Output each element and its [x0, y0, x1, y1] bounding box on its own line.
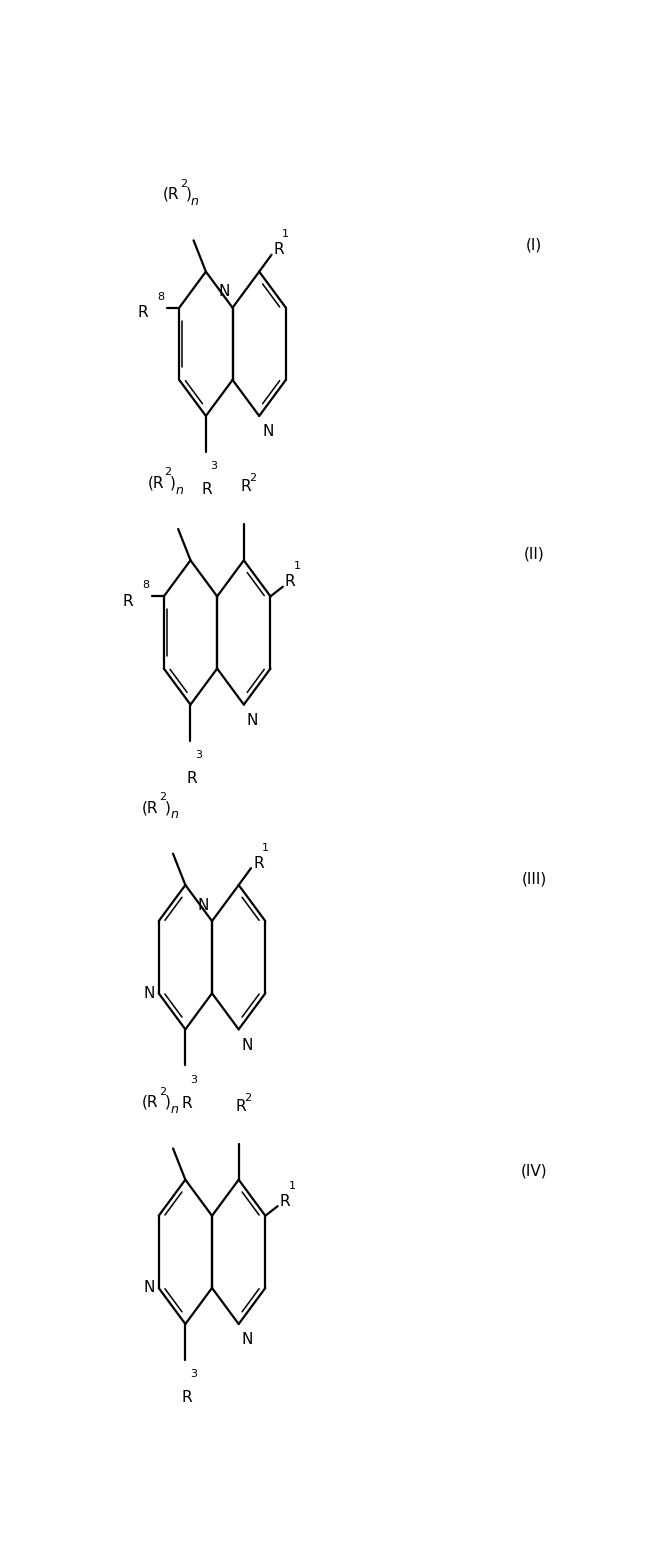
Text: n: n — [175, 484, 183, 497]
Text: N: N — [247, 712, 258, 728]
Text: (I): (I) — [526, 237, 542, 253]
Text: ): ) — [165, 800, 171, 815]
Text: (IV): (IV) — [521, 1164, 547, 1179]
Text: N: N — [242, 1037, 253, 1053]
Text: 3: 3 — [190, 1370, 197, 1379]
Text: 8: 8 — [157, 292, 164, 301]
Text: R: R — [280, 1193, 291, 1209]
Text: N: N — [197, 898, 209, 912]
Text: N: N — [242, 1332, 253, 1348]
Text: R: R — [253, 856, 263, 872]
Text: (II): (II) — [524, 547, 545, 562]
Text: ): ) — [185, 187, 191, 201]
Text: ): ) — [165, 1095, 171, 1111]
Text: (R: (R — [142, 1095, 159, 1111]
Text: (III): (III) — [522, 872, 547, 887]
Text: 2: 2 — [250, 473, 257, 483]
Text: ): ) — [170, 475, 176, 490]
Text: n: n — [171, 1103, 178, 1115]
Text: R: R — [181, 1390, 192, 1406]
Text: 1: 1 — [293, 561, 301, 572]
Text: R: R — [187, 770, 197, 786]
Text: R: R — [122, 594, 133, 609]
Text: 2: 2 — [159, 1087, 166, 1097]
Text: 8: 8 — [142, 581, 149, 590]
Text: (R: (R — [148, 475, 164, 490]
Text: 1: 1 — [282, 230, 289, 239]
Text: R: R — [202, 483, 213, 497]
Text: 2: 2 — [164, 467, 171, 478]
Text: 2: 2 — [159, 792, 166, 801]
Text: 2: 2 — [179, 178, 187, 189]
Text: n: n — [191, 195, 199, 208]
Text: n: n — [171, 808, 178, 822]
Text: 2: 2 — [244, 1093, 252, 1103]
Text: R: R — [236, 1098, 246, 1114]
Text: N: N — [262, 425, 273, 439]
Text: 3: 3 — [190, 1075, 197, 1084]
Text: 1: 1 — [289, 1181, 295, 1190]
Text: N: N — [143, 986, 155, 1001]
Text: R: R — [273, 242, 284, 258]
Text: N: N — [143, 1281, 155, 1295]
Text: N: N — [218, 284, 230, 300]
Text: (R: (R — [163, 187, 179, 201]
Text: 3: 3 — [211, 461, 218, 472]
Text: (R: (R — [142, 800, 159, 815]
Text: R: R — [181, 1095, 192, 1111]
Text: R: R — [241, 480, 252, 494]
Text: R: R — [138, 305, 148, 320]
Text: 1: 1 — [261, 842, 269, 853]
Text: 3: 3 — [195, 750, 202, 761]
Text: R: R — [285, 575, 295, 589]
